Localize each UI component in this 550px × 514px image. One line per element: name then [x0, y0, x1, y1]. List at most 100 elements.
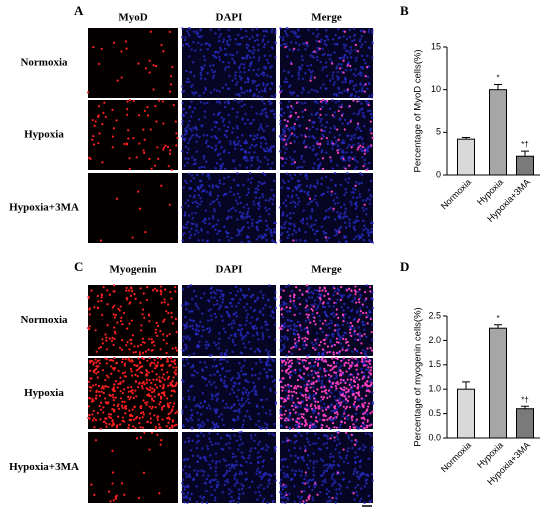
nucleus [203, 58, 207, 62]
stain [108, 337, 111, 340]
stain [87, 380, 91, 383]
nucleus [270, 65, 273, 68]
nucleus [338, 397, 341, 400]
nucleus [287, 449, 291, 452]
stain [143, 109, 146, 113]
stain [303, 359, 306, 362]
stain [289, 300, 292, 303]
nucleus [205, 139, 209, 142]
stain [171, 322, 174, 325]
nucleus [225, 384, 228, 387]
nucleus [191, 418, 194, 422]
nucleus [199, 196, 202, 200]
nucleus [313, 137, 317, 140]
nucleus [243, 296, 246, 299]
nucleus [229, 142, 232, 146]
nucleus [352, 112, 356, 115]
nucleus [215, 399, 219, 402]
stain [346, 378, 349, 381]
stain [143, 316, 146, 319]
nucleus [330, 391, 333, 394]
nucleus [235, 478, 238, 482]
stain [153, 395, 156, 398]
nucleus [244, 216, 248, 220]
nucleus [314, 432, 317, 436]
nucleus [231, 427, 235, 431]
y-tick-label: 5 [436, 127, 441, 137]
nucleus [251, 156, 255, 159]
error-bar [521, 150, 529, 157]
nucleus [210, 485, 213, 488]
nucleus [200, 35, 203, 38]
stain [112, 403, 116, 407]
nucleus [238, 230, 241, 234]
stain [125, 47, 128, 50]
nucleus [293, 325, 297, 328]
nucleus [213, 373, 216, 376]
nucleus [363, 163, 367, 166]
stain [347, 358, 351, 362]
nucleus [327, 334, 330, 337]
stain [356, 386, 359, 390]
nucleus [302, 209, 305, 212]
stain [322, 414, 325, 417]
stain [152, 390, 156, 393]
nucleus [205, 489, 208, 493]
stain [119, 423, 122, 426]
stain [144, 231, 147, 234]
nucleus [216, 432, 219, 436]
stain [306, 290, 309, 293]
nucleus [329, 452, 332, 456]
stain [111, 449, 114, 452]
stain [121, 400, 124, 403]
nucleus [310, 296, 314, 299]
nucleus [279, 119, 282, 122]
nucleus [237, 301, 240, 305]
nucleus [280, 459, 283, 462]
stain [314, 323, 317, 326]
nucleus [212, 423, 216, 426]
nucleus [298, 165, 301, 169]
stain [167, 406, 170, 409]
stain [88, 156, 91, 159]
nucleus [259, 136, 263, 140]
stain [170, 383, 173, 386]
nucleus [307, 374, 310, 377]
stain [130, 342, 133, 345]
nucleus [363, 58, 366, 62]
stain [290, 62, 293, 66]
nucleus [231, 376, 234, 380]
stain [104, 357, 107, 360]
nucleus [274, 29, 277, 32]
nucleus [184, 323, 188, 327]
nucleus [325, 336, 328, 340]
nucleus [256, 202, 260, 205]
stain [173, 371, 176, 374]
stain [355, 408, 358, 411]
nucleus [231, 107, 234, 111]
nucleus [192, 41, 195, 44]
stain [114, 497, 118, 500]
nucleus [279, 288, 283, 291]
nucleus [185, 29, 189, 33]
nucleus [257, 59, 260, 62]
nucleus [356, 475, 359, 478]
nucleus [212, 290, 216, 294]
nucleus [312, 452, 315, 455]
nucleus [237, 409, 240, 412]
nucleus [281, 179, 285, 182]
nucleus [209, 466, 213, 470]
stain [324, 319, 327, 322]
stain [351, 415, 354, 418]
nucleus [252, 309, 256, 313]
nucleus [195, 304, 198, 308]
stain [125, 344, 128, 347]
nucleus [238, 42, 242, 46]
stain [134, 350, 137, 354]
nucleus [287, 233, 291, 237]
stain [320, 386, 323, 389]
stain [331, 496, 334, 500]
nucleus [267, 213, 271, 216]
nucleus [305, 184, 309, 188]
nucleus [208, 217, 211, 220]
